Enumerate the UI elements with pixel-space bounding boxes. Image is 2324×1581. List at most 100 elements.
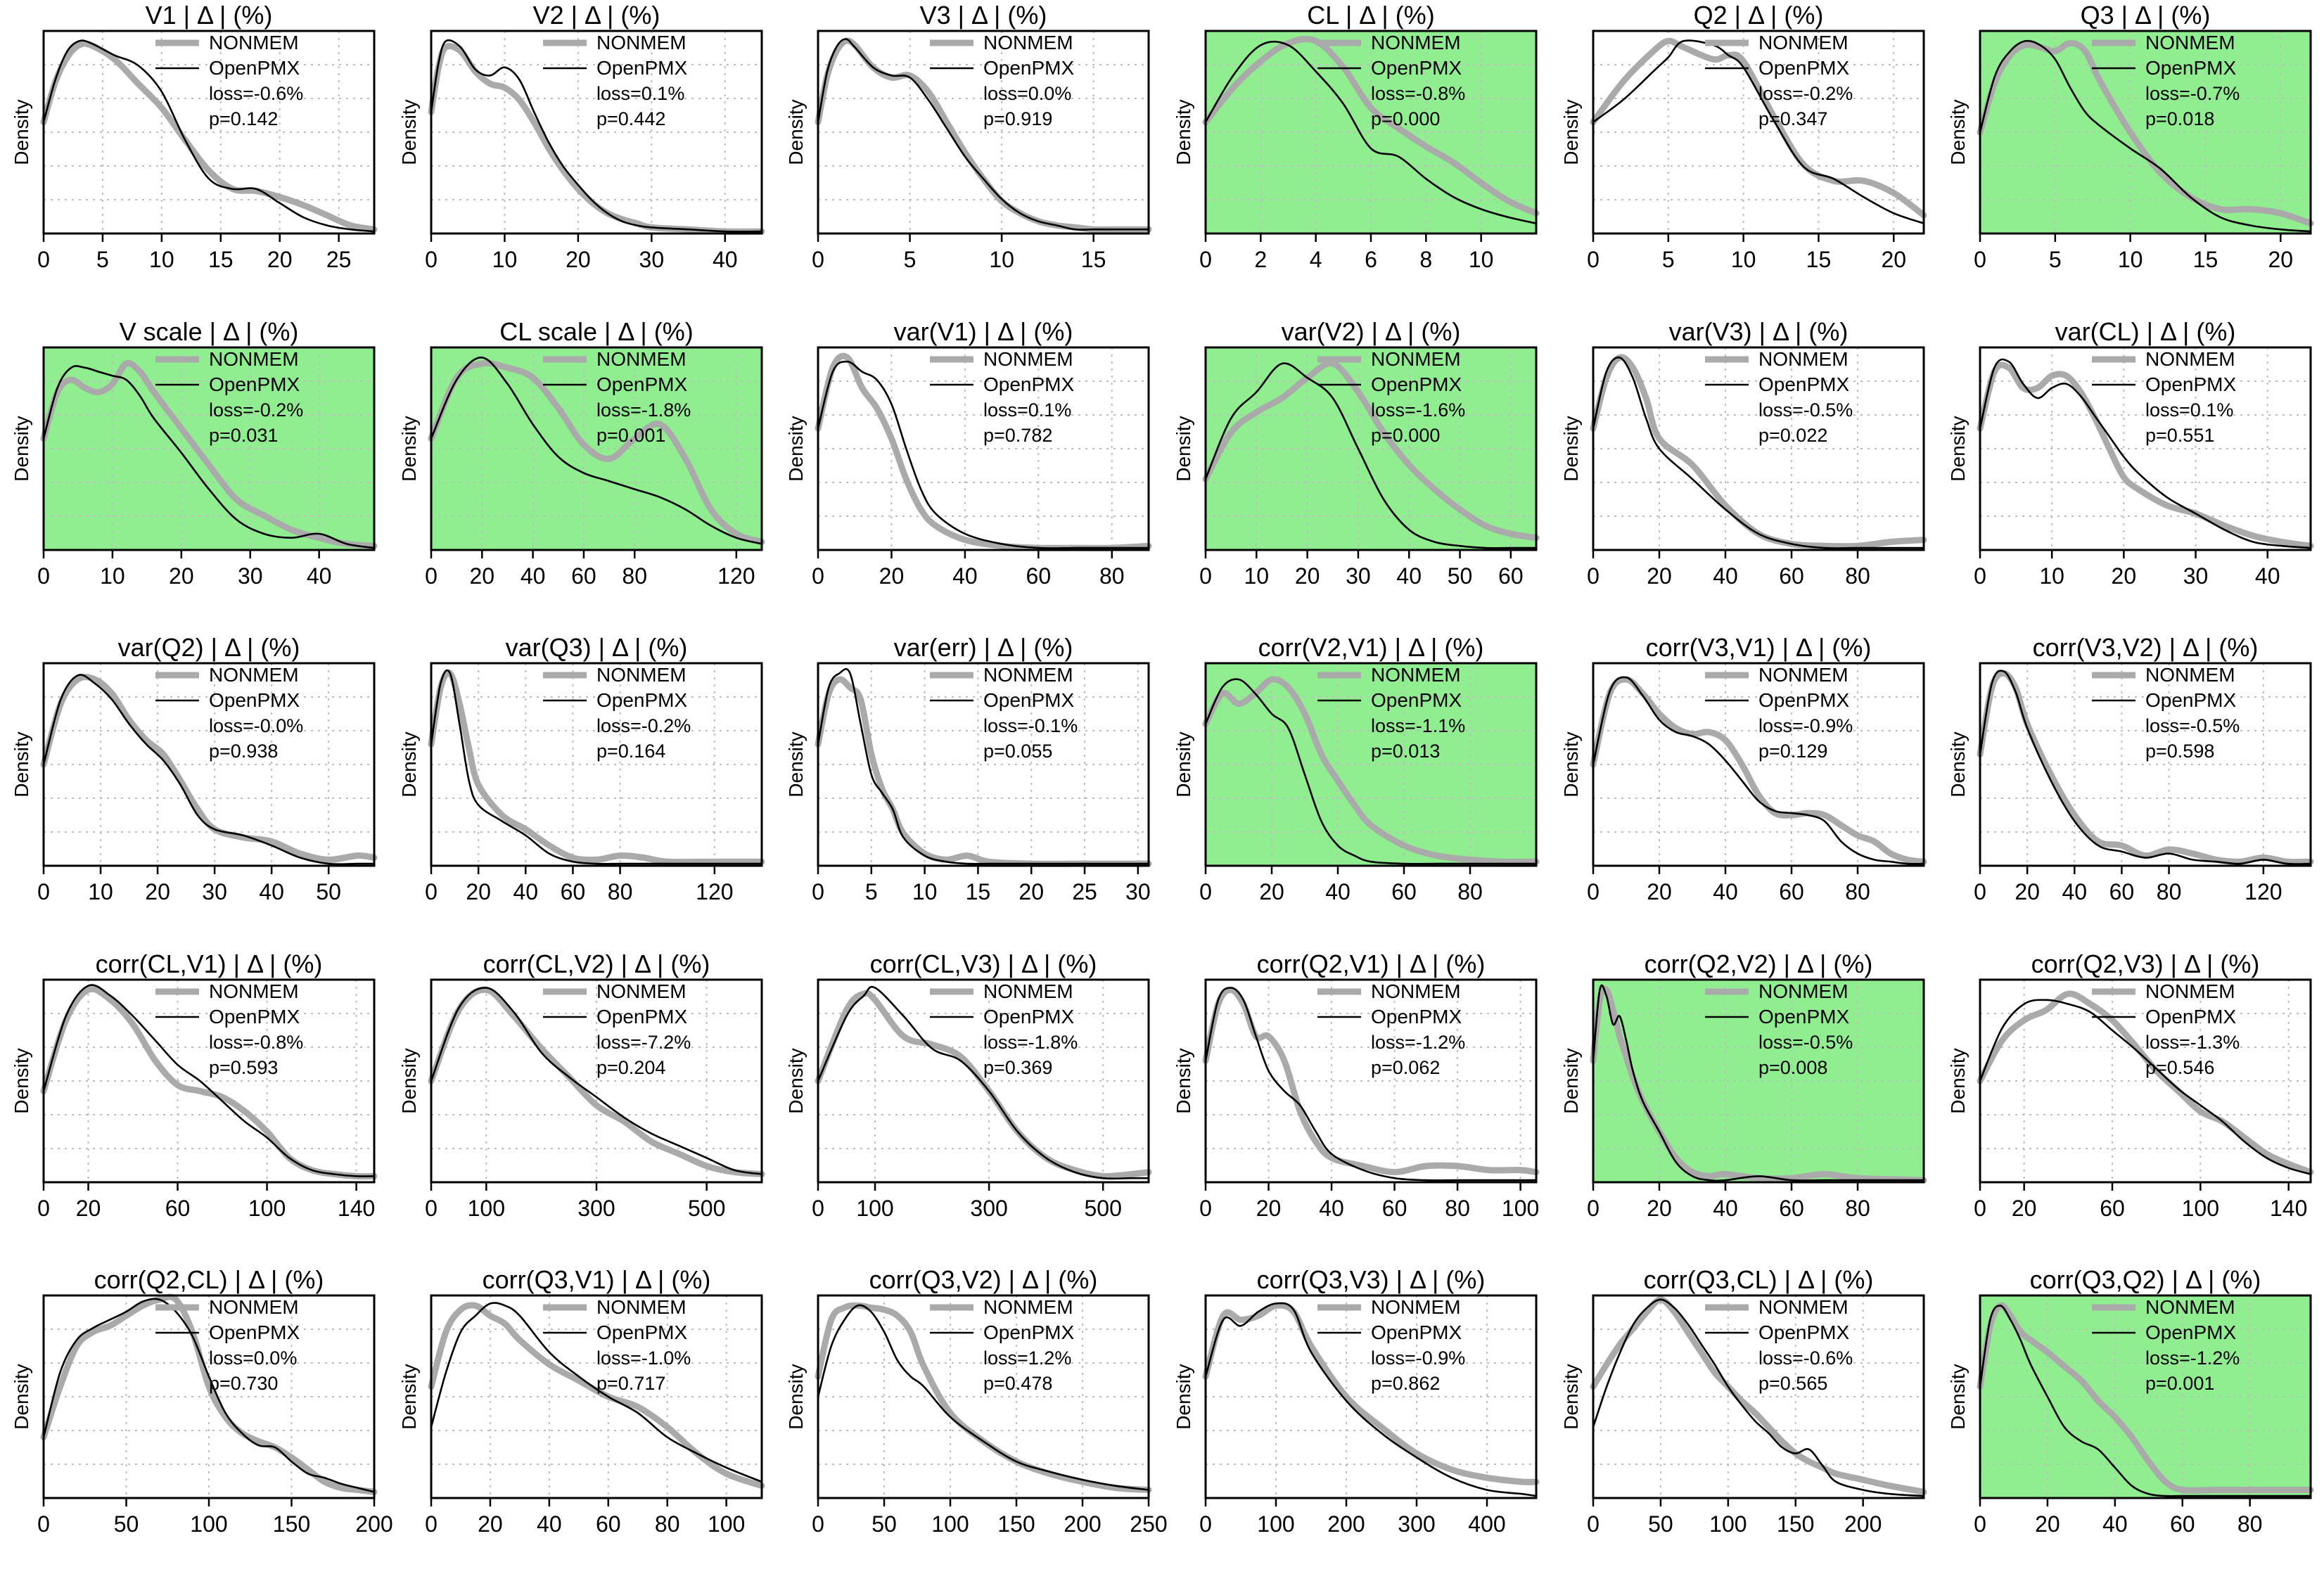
loss-annotation: loss=-0.8% <box>1371 83 1465 104</box>
series-line-openpmx <box>1204 678 1538 865</box>
loss-annotation: loss=0.0% <box>209 1348 297 1369</box>
x-tick-label: 5 <box>96 247 109 272</box>
series-line-nonmem <box>1202 36 1540 217</box>
x-tick-label: 20 <box>2035 1511 2060 1537</box>
legend-label-nonmem: NONMEM <box>2145 664 2235 686</box>
x-tick-label: 20 <box>1256 1196 1282 1221</box>
panel-title: corr(Q3,V2) | Δ | (%) <box>869 1265 1098 1294</box>
x-tick-label: 8 <box>1419 247 1432 272</box>
loss-annotation: loss=-1.1% <box>1371 715 1465 736</box>
series-line-openpmx <box>817 360 1150 549</box>
legend-label-openpmx: OpenPMX <box>209 689 300 711</box>
density-panel: var(Q2) | Δ | (%) Density 0 10 20 30 40 50 NONME… <box>11 633 378 904</box>
panel-title: var(V3) | Δ | (%) <box>1669 317 1849 346</box>
density-panel: var(Q3) | Δ | (%) Density 0 20 40 60 80 120 NONM… <box>398 633 765 904</box>
x-tick-label: 120 <box>717 563 755 589</box>
legend: NONMEM OpenPMX loss=0.1% p=0.442 <box>543 32 687 129</box>
legend: NONMEM OpenPMX loss=-0.6% p=0.142 <box>155 32 303 129</box>
x-tick-label: 0 <box>425 1511 438 1537</box>
legend-label-openpmx: OpenPMX <box>1758 1006 1849 1028</box>
panel-title: V1 | Δ | (%) <box>146 1 273 30</box>
legend: NONMEM OpenPMX loss=-1.6% p=0.000 <box>1317 348 1465 446</box>
x-tick-label: 60 <box>1382 1196 1407 1221</box>
x-tick-label: 60 <box>2109 879 2135 904</box>
panel-title: V2 | Δ | (%) <box>533 1 660 30</box>
series-line-openpmx <box>430 357 763 545</box>
legend: NONMEM OpenPMX loss=0.1% p=0.551 <box>2092 348 2236 446</box>
x-tick-label: 40 <box>537 1511 562 1537</box>
panel-title: var(Q3) | Δ | (%) <box>506 633 688 662</box>
series-line-nonmem <box>815 990 1152 1180</box>
panel-title: corr(Q3,Q2) | Δ | (%) <box>2030 1265 2261 1294</box>
plot-frame <box>1979 346 2312 551</box>
loss-annotation: loss=-0.2% <box>1758 83 1853 104</box>
panel-title: corr(CL,V3) | Δ | (%) <box>870 949 1097 978</box>
plot-frame <box>1204 662 1538 867</box>
series-line-openpmx <box>42 1298 376 1493</box>
grid-lines <box>1979 1295 2311 1498</box>
legend-label-openpmx: OpenPMX <box>209 1321 300 1343</box>
series-line-openpmx <box>1592 984 1925 1182</box>
x-tick-label: 100 <box>1502 1196 1539 1221</box>
legend: NONMEM OpenPMX loss=-1.2% p=0.062 <box>1317 980 1465 1078</box>
density-panel: var(V1) | Δ | (%) Density 0 20 40 60 80 NONMEM O… <box>785 317 1152 589</box>
series-line-nonmem <box>428 986 765 1177</box>
panel-title: V scale | Δ | (%) <box>120 317 299 346</box>
x-tick-label: 0 <box>812 1196 824 1221</box>
legend: NONMEM OpenPMX loss=-0.6% p=0.565 <box>1705 1296 1853 1394</box>
panel-title: CL scale | Δ | (%) <box>499 317 693 346</box>
x-tick-label: 150 <box>997 1511 1035 1537</box>
legend-label-nonmem: NONMEM <box>983 980 1073 1002</box>
x-tick-label: 80 <box>655 1511 680 1537</box>
p-value-annotation: p=0.546 <box>2145 1057 2214 1078</box>
density-panel: corr(Q2,V3) | Δ | (%) Density 0 20 60 100 140 N… <box>1947 949 2314 1221</box>
grid-lines <box>1205 347 1536 550</box>
x-tick-label: 40 <box>513 879 538 904</box>
x-tick-label: 50 <box>1648 1511 1673 1537</box>
x-tick-label: 15 <box>966 879 991 904</box>
x-tick-label: 60 <box>165 1196 191 1221</box>
density-panel: corr(CL,V2) | Δ | (%) Density 0 100 300 500 NO… <box>398 949 765 1221</box>
y-axis-label: Density <box>398 416 420 481</box>
x-tick-label: 0 <box>37 879 50 904</box>
x-tick-label: 80 <box>1845 563 1870 589</box>
panel-title: corr(Q3,V3) | Δ | (%) <box>1257 1265 1486 1294</box>
series-line-openpmx <box>430 1302 763 1483</box>
x-tick-label: 5 <box>865 879 878 904</box>
legend-label-openpmx: OpenPMX <box>596 1006 687 1028</box>
series-line-openpmx <box>42 365 376 549</box>
legend-label-openpmx: OpenPMX <box>596 1321 687 1343</box>
x-tick-label: 10 <box>2118 247 2143 272</box>
legend-label-nonmem: NONMEM <box>1371 664 1461 686</box>
x-tick-label: 60 <box>596 1511 621 1537</box>
loss-annotation: loss=-0.5% <box>1758 1032 1853 1053</box>
x-tick-label: 30 <box>1125 879 1151 904</box>
series-line-nonmem <box>1590 1296 1927 1495</box>
legend-label-openpmx: OpenPMX <box>209 57 300 79</box>
x-tick-label: 0 <box>1199 1196 1212 1221</box>
x-tick-label: 40 <box>2102 1511 2128 1537</box>
y-axis-label: Density <box>11 416 32 481</box>
x-tick-label: 80 <box>1099 563 1125 589</box>
panel-title: Q3 | Δ | (%) <box>2081 1 2211 30</box>
plot-frame <box>42 978 376 1184</box>
legend: NONMEM OpenPMX loss=-1.8% p=0.369 <box>930 980 1078 1078</box>
x-tick-label: 15 <box>208 247 234 272</box>
x-tick-label: 60 <box>1779 563 1804 589</box>
series-line-nonmem <box>40 359 378 549</box>
x-tick-label: 0 <box>1974 563 1986 589</box>
series-line-openpmx <box>430 39 763 233</box>
x-tick-label: 6 <box>1365 247 1377 272</box>
y-axis-label: Density <box>398 1048 420 1113</box>
legend: NONMEM OpenPMX loss=0.0% p=0.730 <box>155 1296 300 1394</box>
legend: NONMEM OpenPMX loss=-0.9% p=0.129 <box>1705 664 1853 762</box>
y-axis-label: Density <box>785 99 807 165</box>
y-axis-label: Density <box>785 416 807 481</box>
y-axis-label: Density <box>1173 416 1194 481</box>
legend-label-openpmx: OpenPMX <box>983 373 1074 395</box>
p-value-annotation: p=0.478 <box>983 1373 1052 1394</box>
x-tick-label: 0 <box>1974 879 1986 904</box>
series-line-nonmem <box>428 1302 765 1490</box>
legend-label-nonmem: NONMEM <box>209 348 299 370</box>
p-value-annotation: p=0.018 <box>2145 108 2214 129</box>
